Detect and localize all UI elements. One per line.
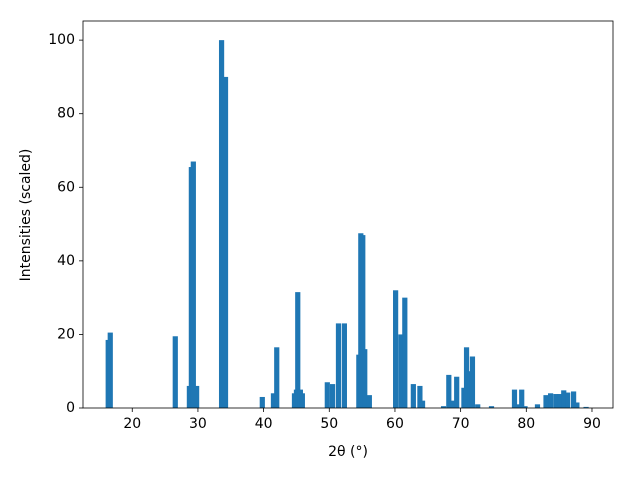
bar: [565, 392, 571, 408]
bar: [557, 394, 563, 408]
bar: [561, 390, 567, 408]
x-tick-label: 70: [452, 416, 470, 432]
bar: [548, 393, 554, 408]
bar: [570, 391, 577, 408]
x-tick-label: 90: [583, 416, 601, 432]
bar: [583, 406, 589, 408]
y-tick-label: 40: [57, 253, 75, 269]
x-tick-label: 60: [386, 416, 404, 432]
bar: [222, 76, 229, 408]
bar: [398, 334, 404, 408]
bar: [218, 40, 225, 409]
bar: [194, 385, 200, 408]
bar: [324, 382, 330, 408]
bar: [402, 297, 408, 408]
bar: [299, 393, 305, 408]
bar: [440, 406, 447, 408]
y-tick-label: 80: [57, 106, 75, 122]
bar: [511, 389, 518, 408]
x-tick-label: 40: [255, 416, 273, 432]
bar: [259, 396, 265, 408]
bar: [366, 395, 372, 408]
x-tick-label: 30: [189, 416, 207, 432]
bar: [417, 385, 423, 408]
bar: [467, 371, 473, 408]
bar: [519, 389, 525, 408]
bar: [469, 356, 476, 408]
bar: [393, 290, 399, 408]
bar: [107, 332, 113, 408]
x-axis-label: 2θ (°): [328, 444, 368, 460]
bar: [295, 292, 301, 408]
bar: [475, 404, 481, 408]
bar: [446, 374, 452, 408]
bar: [190, 161, 196, 408]
bar: [488, 406, 495, 408]
bar: [362, 349, 368, 408]
bar: [419, 400, 426, 408]
plot-frame: [82, 20, 614, 409]
bar: [274, 347, 280, 408]
bar: [543, 395, 549, 408]
bar: [553, 394, 559, 408]
x-tick-label: 20: [123, 416, 141, 432]
bar: [270, 393, 277, 408]
y-tick-label: 20: [57, 326, 75, 342]
bar: [463, 347, 470, 408]
bar: [461, 387, 467, 408]
bar: [410, 384, 416, 408]
bar: [450, 400, 457, 408]
y-tick-label: 60: [57, 179, 75, 195]
bar: [360, 235, 366, 408]
x-tick-label: 50: [320, 416, 338, 432]
bar: [534, 404, 541, 408]
bar: [574, 402, 580, 408]
bar: [454, 376, 460, 408]
bar: [172, 336, 178, 408]
y-tick-label: 100: [48, 32, 75, 48]
bar: [335, 323, 342, 408]
y-tick-label: 0: [66, 400, 75, 416]
x-tick-label: 80: [517, 416, 535, 432]
bar: [522, 406, 528, 408]
bar: [341, 323, 347, 408]
bar: [329, 384, 336, 408]
y-axis-label: Intensities (scaled): [18, 149, 34, 282]
bar: [515, 404, 522, 408]
